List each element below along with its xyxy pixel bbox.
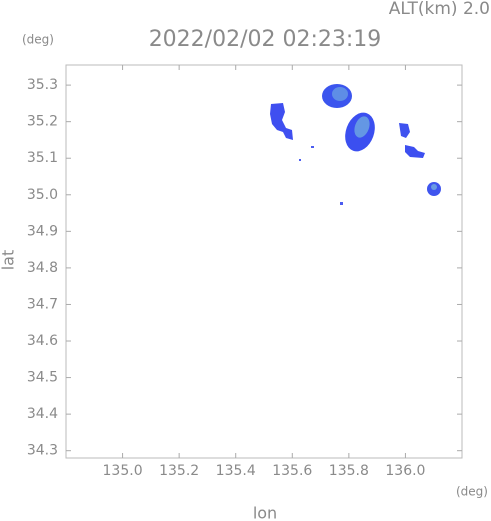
x-tick-label: 135.2: [159, 463, 199, 479]
y-tick-label: 35.3: [27, 77, 58, 93]
x-tick-label: 135.4: [216, 463, 256, 479]
y-tick-label: 35.2: [27, 114, 58, 130]
echo: [270, 103, 293, 140]
x-axis-label: lon: [253, 504, 277, 521]
y-unit: (deg): [22, 33, 54, 47]
echo: [431, 184, 437, 190]
x-tick-label: 136.0: [385, 463, 425, 479]
echo: [340, 202, 343, 205]
y-tick-label: 35.1: [27, 150, 58, 166]
echo: [399, 123, 410, 138]
altitude-label: ALT(km) 2.0: [389, 0, 490, 19]
y-axis-label: lat: [0, 250, 18, 271]
plot-frame: [65, 64, 463, 459]
chart-title: 2022/02/02 02:23:19: [149, 27, 382, 52]
radar-echoes: [270, 84, 441, 205]
echo: [405, 145, 425, 158]
y-tick-label: 34.8: [27, 260, 58, 276]
echo: [332, 87, 348, 101]
y-tick-label: 34.9: [27, 223, 58, 239]
y-tick-label: 34.4: [27, 406, 58, 422]
x-tick-label: 135.6: [272, 463, 312, 479]
y-tick-label: 34.6: [27, 333, 58, 349]
echo: [354, 116, 370, 138]
x-tick-label: 135.8: [329, 463, 369, 479]
y-tick-label: 34.3: [27, 443, 58, 459]
x-tick-label: 135.0: [103, 463, 143, 479]
y-tick-label: 35.0: [27, 187, 58, 203]
echo: [311, 146, 314, 148]
y-tick-label: 34.7: [27, 296, 58, 312]
echo: [299, 159, 301, 161]
x-unit: (deg): [456, 485, 488, 499]
y-tick-label: 34.5: [27, 370, 58, 386]
